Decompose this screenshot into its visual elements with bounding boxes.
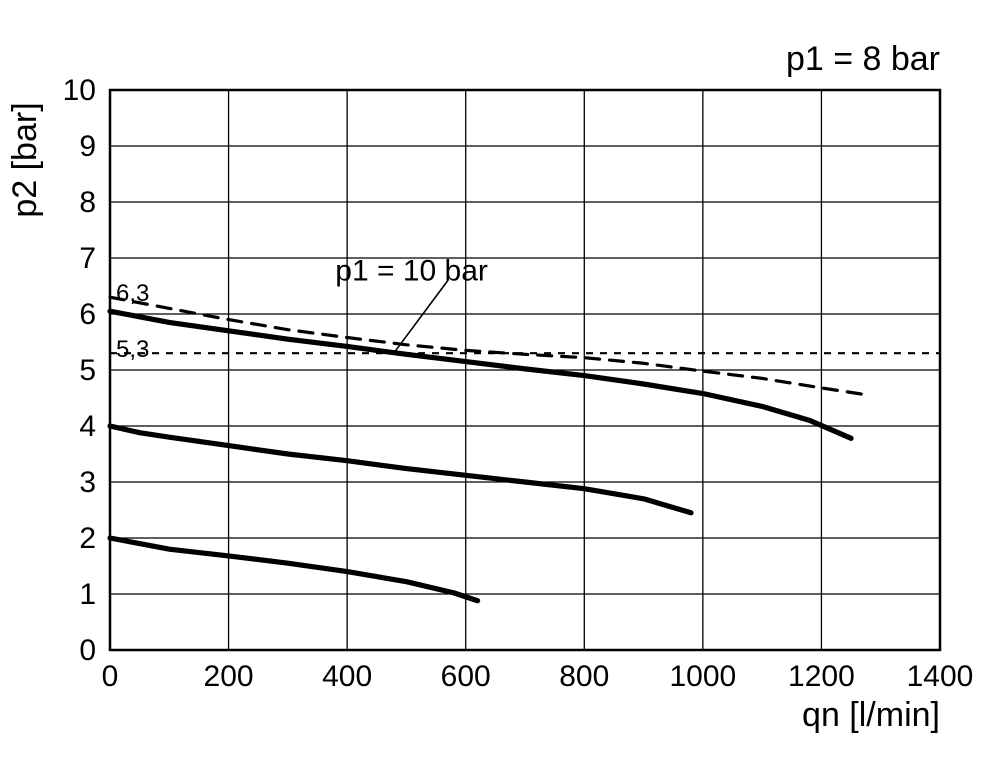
y-tick-label: 5 — [79, 354, 96, 387]
x-tick-label: 200 — [204, 660, 254, 693]
y-tick-label: 9 — [79, 130, 96, 163]
y-tick-label: 6 — [79, 298, 96, 331]
x-tick-label: 800 — [559, 660, 609, 693]
x-tick-label: 400 — [322, 660, 372, 693]
x-tick-label: 600 — [441, 660, 491, 693]
x-tick-label: 1200 — [788, 660, 855, 693]
y-extra-tick-label: 5,3 — [116, 336, 149, 363]
y-tick-label: 3 — [79, 466, 96, 499]
y-tick-label: 1 — [79, 578, 96, 611]
curve-annotation: p1 = 10 bar — [335, 254, 488, 287]
pressure-flow-chart: 0 200 400 600 800 1000 1200 1400 0 1 2 3 4 5 6 7 8 9 10 6,3… — [0, 0, 1000, 764]
y-tick-label: 7 — [79, 242, 96, 275]
x-tick-label: 1400 — [907, 660, 974, 693]
x-tick-label: 0 — [102, 660, 119, 693]
y-axis-label: p2 [bar] — [6, 102, 44, 217]
y-tick-label: 2 — [79, 522, 96, 555]
y-tick-label: 8 — [79, 186, 96, 219]
y-tick-label: 10 — [63, 74, 96, 107]
y-tick-label: 0 — [79, 634, 96, 667]
top-label: p1 = 8 bar — [786, 40, 940, 78]
x-axis-label: qn [l/min] — [802, 696, 940, 734]
y-tick-label: 4 — [79, 410, 96, 443]
x-tick-label: 1000 — [669, 660, 736, 693]
y-extra-tick-label: 6,3 — [116, 280, 149, 307]
